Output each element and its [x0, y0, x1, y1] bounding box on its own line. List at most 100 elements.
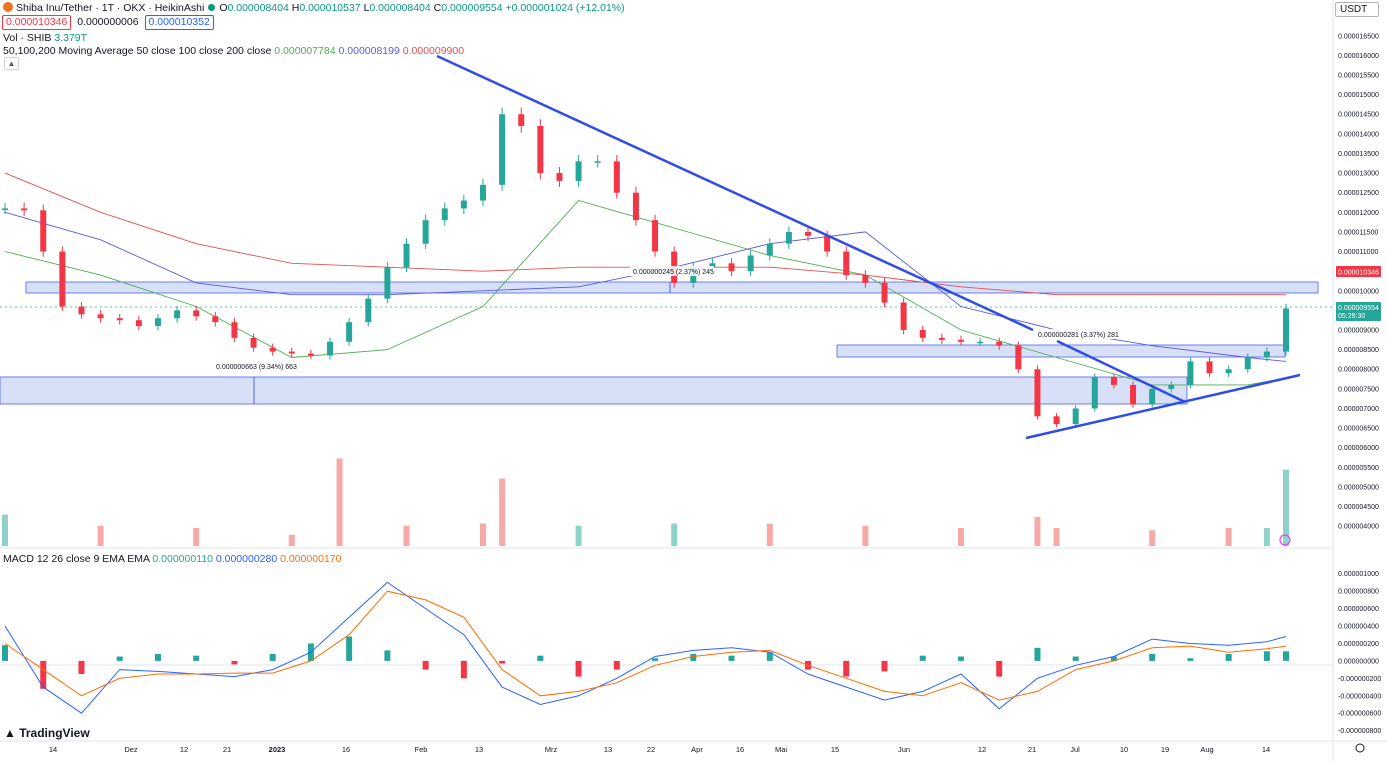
- volume-bar: [766, 523, 773, 546]
- candle: [365, 298, 372, 323]
- macd-axis-tick-label: -0.000000400: [1338, 693, 1381, 700]
- price-axis-tick-label: 0.000014500: [1338, 112, 1379, 119]
- volume-bar: [671, 523, 678, 546]
- macd-axis-tick-label: 0.000000400: [1338, 624, 1379, 631]
- macd-histogram-bar: [231, 660, 238, 665]
- flash-icon[interactable]: [1279, 534, 1291, 546]
- market-open-status-icon: [208, 4, 216, 11]
- candle: [881, 282, 888, 303]
- candle: [116, 318, 123, 321]
- volume-bar: [499, 478, 506, 546]
- open-label: O: [219, 2, 228, 14]
- candle: [346, 322, 353, 342]
- macd-axis-tick-label: 0.000000600: [1338, 606, 1379, 613]
- price-axis-tick-label: 0.000006000: [1338, 445, 1379, 452]
- candle: [1225, 369, 1232, 374]
- macd-histogram-bar: [881, 660, 888, 672]
- macd-histogram-bar: [766, 652, 773, 661]
- candle: [632, 192, 639, 221]
- macd-histogram-bar: [460, 660, 467, 679]
- price-tag-ask: 0.000010346: [1336, 266, 1381, 277]
- volume-bar: [575, 525, 582, 546]
- tradingview-logo[interactable]: ▲ TradingView: [4, 726, 90, 740]
- symbol-title[interactable]: Shiba Inu/Tether · 1T · OKX · HeikinAshi: [16, 2, 205, 14]
- macd-histogram-bar: [957, 656, 964, 661]
- volume-label[interactable]: Vol · SHIB: [3, 32, 52, 44]
- candle: [1244, 357, 1251, 370]
- macd-axis-tick-label: 0.000000800: [1338, 589, 1379, 596]
- support-zone: [0, 376, 1188, 405]
- price-tag-last: 0.000009554 05:29:30: [1336, 302, 1381, 321]
- candle: [269, 347, 276, 352]
- macd-histogram-bar: [1072, 656, 1079, 661]
- sell-button[interactable]: 0.000010346: [2, 15, 72, 30]
- descending-trendline-2: [1056, 339, 1186, 404]
- price-axis-tick-label: 0.000013500: [1338, 151, 1379, 158]
- macd-histogram-bar: [269, 653, 276, 661]
- candle: [307, 353, 314, 356]
- macd-label[interactable]: MACD 12 26 close 9 EMA EMA: [3, 553, 150, 565]
- candle: [938, 337, 945, 340]
- change-value: +0.000001024 (+12.01%): [505, 2, 625, 14]
- svg-text:0.000000663 (9.34%) 663: 0.000000663 (9.34%) 663: [216, 364, 297, 371]
- price-axis-tick-label: 0.000013000: [1338, 171, 1379, 178]
- macd-histogram-bar: [422, 660, 429, 670]
- macd-histogram-bar: [116, 656, 123, 661]
- macd-axis-tick-label: 0.000000000: [1338, 658, 1379, 665]
- candle: [441, 208, 448, 221]
- price-axis-tick-label: 0.000014000: [1338, 131, 1379, 138]
- candle: [977, 341, 984, 344]
- macd-histogram-bar: [537, 655, 544, 661]
- buy-button[interactable]: 0.000010352: [144, 15, 214, 30]
- macd-histogram-bar: [728, 655, 735, 661]
- macd-histogram-bar: [1034, 647, 1041, 661]
- macd-legend: MACD 12 26 close 9 EMA EMA 0.000000110 0…: [3, 552, 341, 566]
- candle: [193, 310, 200, 317]
- svg-text:0.000000245 (2.37%) 245: 0.000000245 (2.37%) 245: [633, 269, 714, 276]
- candle: [97, 314, 104, 319]
- macd-histogram-bar: [384, 650, 391, 661]
- candle: [384, 267, 391, 299]
- svg-text:0.000010346: 0.000010346: [1338, 270, 1379, 277]
- chevron-up-icon[interactable]: ▲: [4, 57, 19, 70]
- time-axis-tick-label: 21: [223, 745, 231, 754]
- candle: [499, 114, 506, 185]
- macd-histogram-bar: [919, 655, 926, 661]
- time-axis-tick-label: 22: [647, 745, 655, 754]
- price-axis-tick-label: 0.000011000: [1338, 249, 1378, 256]
- candle: [1263, 351, 1270, 358]
- candle: [843, 251, 850, 276]
- macd-histogram-bar: [1149, 653, 1156, 661]
- candle: [1130, 384, 1137, 405]
- close-value: 0.000009554: [441, 2, 503, 14]
- time-axis-tick-label: 15: [831, 745, 839, 754]
- time-axis-settings-icon[interactable]: [1355, 743, 1365, 753]
- volume-bar: [1263, 528, 1270, 546]
- macd-histogram: [2, 636, 1289, 689]
- signal-line: [4, 590, 1287, 701]
- candle: [2, 208, 8, 210]
- time-axis-tick-label: Mai: [775, 745, 787, 754]
- volume-bar: [336, 458, 343, 546]
- time-axis-tick-label: 16: [736, 745, 744, 754]
- high-label: H: [291, 2, 300, 14]
- symbol-legend: Shiba Inu/Tether · 1T · OKX · HeikinAshi…: [0, 1, 625, 15]
- time-axis-tick-label: Apr: [691, 745, 703, 754]
- macd-line: [4, 581, 1287, 714]
- macd-histogram-bar: [154, 653, 161, 661]
- currency-button[interactable]: USDT: [1335, 2, 1379, 17]
- price-axis-tick-label: 0.000008000: [1338, 367, 1379, 374]
- time-axis-tick-label: 12: [978, 745, 986, 754]
- ma-label[interactable]: 50,100,200 Moving Average 50 close 100 c…: [3, 45, 272, 57]
- spread-value: 0.000000006: [77, 16, 139, 28]
- volume-bar: [403, 525, 410, 546]
- candle: [460, 200, 467, 209]
- candle: [613, 161, 620, 193]
- macd-axis-tick-label: 0.000000200: [1338, 641, 1379, 648]
- macd-histogram-bar: [652, 658, 659, 661]
- time-axis-tick-label: 13: [604, 745, 612, 754]
- candle: [288, 351, 295, 354]
- open-value: 0.000008404: [227, 2, 289, 14]
- macd-axis-tick-label: -0.000000600: [1338, 711, 1381, 718]
